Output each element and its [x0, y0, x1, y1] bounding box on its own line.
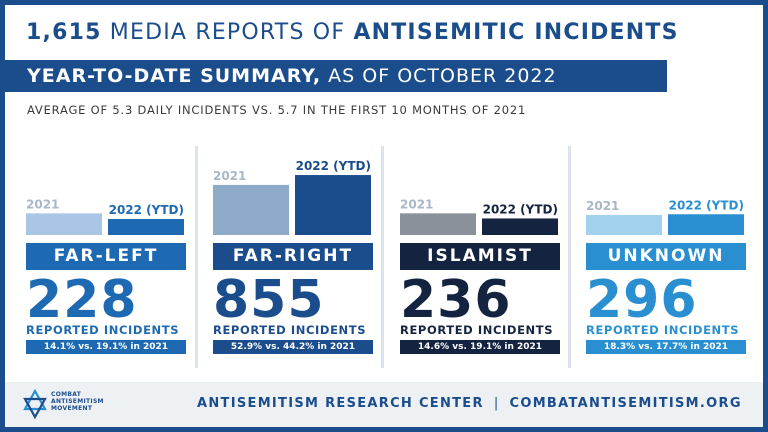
summary-banner: YEAR-TO-DATE SUMMARY, AS OF OCTOBER 2022	[5, 60, 667, 92]
page-title: 1,615 MEDIA REPORTS OF ANTISEMITIC INCID…	[26, 20, 746, 45]
category-label: UNKNOWN	[586, 243, 746, 270]
series-label-2022: 2022 (YTD)	[296, 159, 371, 173]
percentage-comparison: 14.6% vs. 19.1% in 2021	[400, 340, 560, 354]
reported-label: REPORTED INCIDENTS	[400, 323, 554, 337]
logo-line-2: ANTISEMITISM	[51, 398, 104, 405]
bar-2022	[108, 219, 184, 235]
panel-divider	[195, 146, 198, 368]
category-label: FAR-LEFT	[26, 243, 186, 270]
series-label-2021: 2021	[26, 197, 59, 211]
series-label-2021: 2021	[400, 197, 433, 211]
series-label-2021: 2021	[213, 169, 246, 183]
website-link[interactable]: COMBATANTISEMITISM.ORG	[509, 396, 742, 411]
star-of-david-icon	[23, 389, 47, 419]
bar-chart: 2021 2022 (YTD)	[213, 159, 371, 235]
category-label: FAR-RIGHT	[213, 243, 373, 270]
series-label-2022: 2022 (YTD)	[109, 203, 184, 217]
banner-rest: AS OF OCTOBER 2022	[328, 65, 557, 87]
series-label-2022: 2022 (YTD)	[483, 202, 558, 216]
reported-label: REPORTED INCIDENTS	[213, 323, 367, 337]
title-middle: MEDIA REPORTS OF	[109, 20, 346, 45]
subtitle: AVERAGE OF 5.3 DAILY INCIDENTS VS. 5.7 I…	[27, 103, 527, 117]
footer-separator: |	[493, 396, 500, 411]
category-label: ISLAMIST	[400, 243, 560, 270]
bar-2021	[213, 184, 289, 235]
bar-2022	[482, 218, 558, 235]
panel-far-left: 2021 2022 (YTD) FAR-LEFT 228 REPORTED INCIDE…	[26, 150, 186, 365]
bar-2022	[668, 214, 744, 235]
footer-text: ANTISEMITISM RESEARCH CENTER | COMBATANTIS…	[197, 396, 742, 411]
panel-unknown: 2021 2022 (YTD) UNKNOWN 296 REPORTED INCIDEN…	[586, 150, 746, 365]
reported-count: 855	[213, 270, 325, 330]
reported-count: 296	[586, 270, 698, 330]
research-center-label: ANTISEMITISM RESEARCH CENTER	[197, 396, 484, 411]
percentage-comparison: 52.9% vs. 44.2% in 2021	[213, 340, 373, 354]
bar-chart: 2021 2022 (YTD)	[26, 197, 184, 235]
reported-count: 236	[400, 270, 512, 330]
bar-chart: 2021 2022 (YTD)	[400, 197, 558, 235]
percentage-comparison: 14.1% vs. 19.1% in 2021	[26, 340, 186, 354]
bar-2021	[586, 214, 662, 235]
panel-divider	[568, 146, 571, 368]
bar-2021	[26, 213, 102, 235]
bar-2021	[400, 213, 476, 235]
title-topic: ANTISEMITIC INCIDENTS	[353, 20, 679, 45]
logo-text: COMBAT ANTISEMITISM MOVEMENT	[51, 391, 104, 412]
bar-2022	[295, 175, 371, 235]
logo-line-1: COMBAT	[51, 391, 82, 398]
bar-chart: 2021 2022 (YTD)	[586, 198, 744, 235]
reported-label: REPORTED INCIDENTS	[26, 323, 180, 337]
panel-far-right: 2021 2022 (YTD) FAR-RIGHT 855 REPORTED INCID…	[213, 150, 373, 365]
series-label-2021: 2021	[586, 199, 619, 213]
series-label-2022: 2022 (YTD)	[669, 198, 744, 212]
incident-count: 1,615	[26, 20, 102, 45]
logo-line-3: MOVEMENT	[51, 405, 93, 412]
percentage-comparison: 18.3% vs. 17.7% in 2021	[586, 340, 746, 354]
banner-bold: YEAR-TO-DATE SUMMARY,	[27, 65, 322, 87]
reported-count: 228	[26, 270, 138, 330]
footer: COMBAT ANTISEMITISM MOVEMENT ANTISEMITIS…	[5, 382, 763, 427]
reported-label: REPORTED INCIDENTS	[586, 323, 740, 337]
panel-islamist: 2021 2022 (YTD) ISLAMIST 236 REPORTED INCIDE…	[400, 150, 560, 365]
panel-divider	[381, 146, 384, 368]
